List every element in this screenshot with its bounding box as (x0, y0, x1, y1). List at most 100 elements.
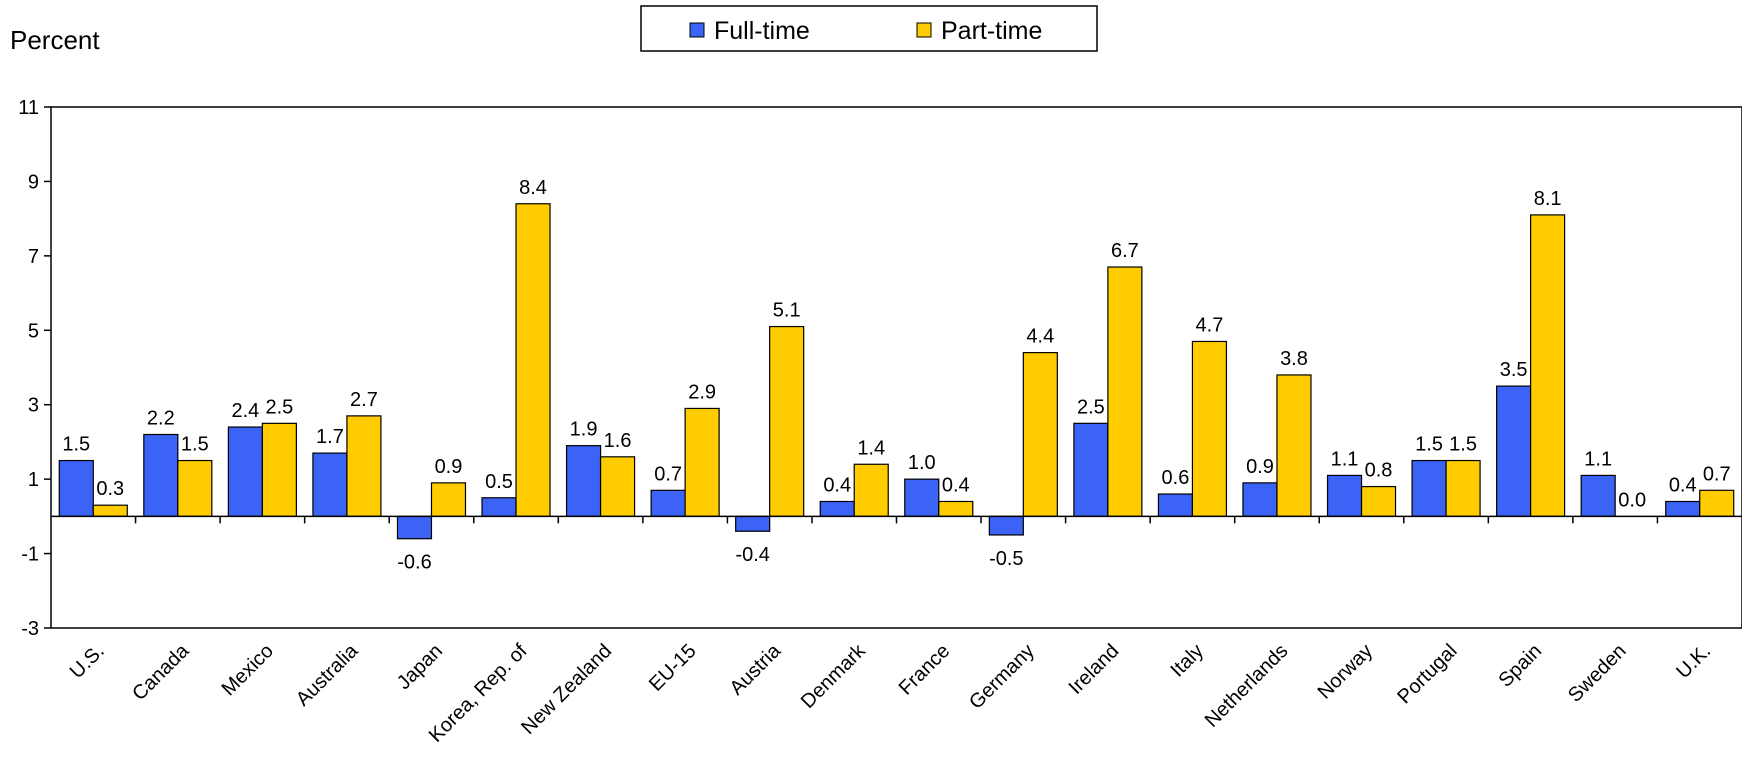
data-label-full-time-new-zealand: 1.9 (570, 419, 598, 441)
data-label-part-time-u-s: 0.3 (96, 478, 124, 500)
data-label-part-time-italy: 4.7 (1196, 314, 1224, 336)
data-label-part-time-japan: 0.9 (435, 456, 463, 478)
bar-full-time-austria (735, 515, 771, 532)
x-tick-label-spain: Spain (1494, 640, 1546, 692)
bar-full-time-u-s (58, 459, 94, 517)
plot-area (50, 106, 1742, 629)
bar-part-time-germany (1022, 352, 1058, 517)
bar-full-time-ireland (1073, 422, 1109, 517)
legend-swatch-full-time (689, 22, 705, 38)
data-label-full-time-u-k: 0.4 (1669, 474, 1697, 496)
x-axis-ticks (134, 516, 1659, 524)
bar-part-time-ireland (1107, 266, 1143, 517)
bar-part-time-australia (346, 415, 382, 517)
y-axis-label: Percent (10, 25, 100, 55)
data-label-full-time-austria: -0.4 (735, 544, 769, 566)
y-tick-label: 7 (28, 246, 39, 268)
bar-part-time-new-zealand (599, 456, 636, 517)
data-label-part-time-korea-rep-of: 8.4 (519, 177, 547, 199)
x-tick-label-france: France (895, 640, 955, 700)
x-tick-label-denmark: Denmark (797, 639, 871, 713)
bar-part-time-france (938, 500, 974, 517)
data-label-part-time-netherlands: 3.8 (1280, 348, 1308, 370)
legend: Full-time Part-time (640, 5, 1098, 52)
bar-part-time-canada (177, 459, 213, 517)
data-label-full-time-eu-15: 0.7 (654, 463, 682, 485)
bar-full-time-new-zealand (565, 445, 602, 517)
data-label-full-time-germany: -0.5 (989, 548, 1023, 570)
data-label-part-time-u-k: 0.7 (1703, 463, 1731, 485)
data-label-part-time-austria: 5.1 (773, 300, 801, 322)
bar-part-time-u-k (1699, 489, 1735, 517)
bar-part-time-norway (1360, 485, 1397, 517)
bar-full-time-eu-15 (650, 489, 686, 517)
legend-label-full-time: Full-time (714, 17, 810, 45)
bar-part-time-spain (1530, 214, 1566, 517)
data-label-part-time-australia: 2.7 (350, 389, 378, 411)
bar-part-time-mexico (261, 422, 297, 517)
y-tick-label: 11 (18, 97, 39, 119)
x-tick-label-u-s: U.S. (66, 640, 109, 683)
data-label-part-time-norway: 0.8 (1365, 460, 1393, 482)
x-tick-label-portugal: Portugal (1393, 640, 1461, 708)
x-tick-label-italy: Italy (1166, 640, 1207, 681)
data-label-full-time-canada: 2.2 (147, 407, 175, 429)
data-label-full-time-ireland: 2.5 (1077, 396, 1105, 418)
data-label-full-time-australia: 1.7 (316, 426, 344, 448)
data-label-full-time-sweden: 1.1 (1584, 448, 1612, 470)
data-label-part-time-spain: 8.1 (1534, 188, 1562, 210)
bar-full-time-norway (1326, 474, 1363, 517)
bar-part-time-netherlands (1276, 374, 1312, 517)
bar-full-time-denmark (819, 500, 855, 517)
data-label-full-time-denmark: 0.4 (823, 474, 851, 496)
bar-full-time-sweden (1580, 474, 1616, 517)
data-label-part-time-sweden: 0.0 (1618, 489, 1646, 511)
data-label-part-time-denmark: 1.4 (857, 437, 885, 459)
bar-full-time-germany (988, 515, 1024, 536)
y-tick-label: -3 (21, 618, 39, 640)
data-label-full-time-japan: -0.6 (397, 552, 431, 574)
x-tick-label-ireland: Ireland (1065, 640, 1124, 699)
bar-full-time-u-k (1665, 500, 1701, 517)
data-label-part-time-mexico: 2.5 (265, 396, 293, 418)
data-label-part-time-ireland: 6.7 (1111, 240, 1139, 262)
y-tick-label: 9 (28, 171, 39, 193)
y-tick-label: 1 (28, 469, 39, 491)
legend-box (640, 5, 1098, 52)
data-label-full-time-norway: 1.1 (1331, 448, 1359, 470)
x-tick-label-netherlands: Netherlands (1201, 640, 1293, 732)
x-tick-label-norway: Norway (1314, 640, 1377, 703)
x-tick-label-japan: Japan (393, 640, 447, 694)
data-label-part-time-eu-15: 2.9 (688, 381, 716, 403)
data-label-part-time-portugal: 1.5 (1449, 434, 1477, 456)
bar-part-time-eu-15 (684, 407, 720, 517)
data-label-full-time-mexico: 2.4 (231, 400, 259, 422)
y-axis: -3 -1 1 3 5 7 9 11 (18, 97, 51, 640)
data-label-part-time-canada: 1.5 (181, 434, 209, 456)
bar-part-time-austria (769, 325, 805, 517)
bar-part-time-korea-rep-of (515, 203, 551, 517)
bar-full-time-netherlands (1242, 482, 1278, 517)
data-label-full-time-portugal: 1.5 (1415, 434, 1443, 456)
data-label-full-time-france: 1.0 (908, 452, 936, 474)
y-tick-label: -1 (21, 544, 39, 566)
y-tick-label: 3 (28, 395, 39, 417)
x-tick-label-australia: Australia (292, 639, 363, 710)
bar-part-time-u-s (92, 504, 128, 517)
data-label-full-time-italy: 0.6 (1162, 467, 1190, 489)
x-tick-label-new-zealand: New Zealand (517, 640, 616, 739)
bar-full-time-portugal (1411, 459, 1447, 517)
data-label-full-time-u-s: 1.5 (62, 434, 90, 456)
x-tick-label-germany: Germany (965, 640, 1039, 714)
bar-full-time-canada (143, 433, 179, 517)
data-label-part-time-new-zealand: 1.6 (604, 430, 632, 452)
bar-part-time-japan (430, 482, 467, 517)
data-label-full-time-korea-rep-of: 0.5 (485, 471, 513, 493)
data-label-part-time-germany: 4.4 (1026, 326, 1054, 348)
data-labels: 1.5 0.3 2.2 1.5 2.4 2.5 1.7 2.7 -0.6 0.9 0.5 8.4 1.9… (62, 177, 1730, 574)
bar-part-time-portugal (1445, 459, 1481, 517)
x-tick-label-mexico: Mexico (218, 640, 278, 700)
bar-full-time-italy (1157, 493, 1194, 517)
